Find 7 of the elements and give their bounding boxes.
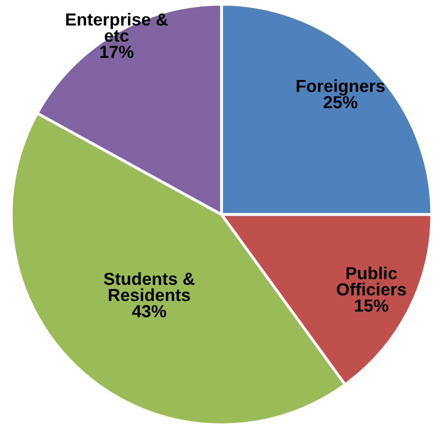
data-label: 15% xyxy=(355,299,388,312)
data-label: 17% xyxy=(100,46,134,58)
data-label: 43% xyxy=(132,305,166,318)
slice-label: Foreigners xyxy=(296,79,385,96)
slice-label: Public Officiers xyxy=(336,266,406,296)
slice-label: Students & Residents xyxy=(104,272,194,302)
data-label: 25% xyxy=(324,96,358,108)
